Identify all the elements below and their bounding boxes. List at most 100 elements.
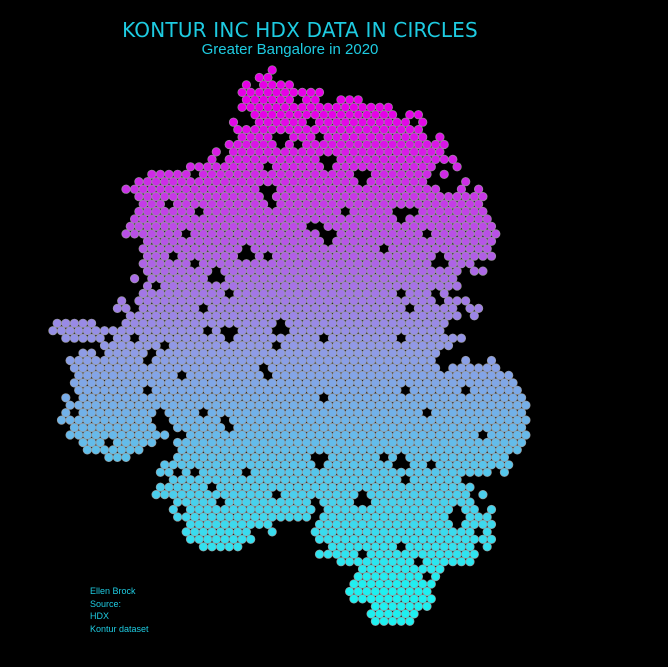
population-circle [409, 594, 419, 604]
population-circle [426, 236, 436, 246]
population-circle [469, 415, 479, 425]
population-circle [220, 311, 230, 321]
population-circle [349, 475, 359, 485]
population-circle [400, 221, 411, 231]
population-circle [95, 437, 105, 448]
population-circle [297, 430, 307, 440]
population-circle [134, 177, 144, 187]
population-circle [220, 400, 230, 410]
population-circle [332, 192, 342, 202]
population-circle [340, 475, 350, 485]
population-circle [482, 214, 492, 224]
population-circle [220, 266, 230, 276]
population-circle [117, 326, 127, 336]
population-circle [409, 460, 419, 470]
population-circle [478, 370, 488, 381]
population-circle [357, 192, 368, 202]
population-circle [211, 475, 221, 485]
population-circle [465, 497, 475, 507]
population-circle [284, 125, 295, 135]
population-circle [349, 281, 359, 291]
population-circle [375, 594, 385, 604]
population-circle [486, 221, 497, 231]
population-circle [194, 266, 204, 276]
population-circle [349, 162, 359, 172]
population-circle [211, 519, 221, 530]
population-circle [426, 475, 436, 485]
population-circle [383, 460, 393, 470]
population-circle [142, 430, 153, 440]
population-circle [168, 296, 178, 306]
population-circle [323, 341, 333, 351]
population-circle [117, 385, 127, 395]
population-circle [375, 147, 385, 157]
population-circle [521, 415, 531, 425]
population-circle [220, 534, 230, 544]
population-circle [418, 251, 428, 261]
population-circle [74, 326, 84, 336]
population-circle [203, 475, 213, 485]
population-circle [435, 192, 445, 202]
population-circle [216, 423, 226, 433]
population-circle [435, 460, 445, 470]
population-circle [375, 236, 385, 246]
population-circle [516, 408, 527, 418]
population-circle [357, 579, 368, 589]
population-circle [413, 229, 424, 239]
population-circle [125, 415, 135, 425]
population-circle [426, 564, 436, 574]
population-circle [263, 326, 273, 336]
population-circle [91, 430, 101, 440]
population-circle [461, 430, 471, 440]
population-circle [469, 504, 479, 515]
population-circle [293, 512, 303, 522]
population-circle [297, 147, 307, 157]
population-circle [134, 221, 144, 231]
population-circle [486, 430, 497, 440]
population-circle [418, 534, 428, 544]
population-circle [336, 95, 346, 105]
population-circle [147, 408, 157, 418]
population-circle [465, 467, 475, 477]
population-circle [435, 341, 445, 351]
population-circle [452, 460, 462, 470]
population-circle [237, 162, 247, 172]
population-circle [237, 400, 247, 410]
population-circle [151, 251, 161, 261]
population-circle [280, 147, 290, 157]
population-circle [362, 110, 372, 120]
population-circle [413, 408, 424, 418]
population-circle [254, 341, 264, 351]
population-circle [392, 296, 402, 306]
population-circle [237, 519, 247, 530]
population-circle [461, 549, 471, 559]
population-circle [357, 519, 368, 530]
population-circle [314, 177, 325, 187]
population-circle [392, 266, 402, 276]
population-circle [142, 400, 153, 410]
population-circle [495, 430, 505, 440]
population-circle [185, 430, 196, 440]
population-circle [177, 355, 187, 366]
population-circle [185, 221, 196, 231]
population-circle [237, 504, 247, 515]
population-circle [499, 467, 510, 477]
population-circle [435, 549, 445, 559]
population-circle [228, 504, 239, 515]
population-circle [293, 125, 303, 135]
population-circle [422, 601, 432, 612]
population-circle [185, 504, 196, 515]
population-circle [345, 497, 355, 507]
population-circle [375, 326, 385, 336]
population-circle [280, 430, 290, 440]
population-circle [357, 341, 368, 351]
population-circle [271, 445, 282, 455]
population-circle [263, 355, 273, 366]
population-circle [237, 147, 247, 157]
population-circle [99, 385, 110, 395]
population-circle [357, 504, 368, 515]
population-circle [409, 475, 419, 485]
population-circle [250, 363, 260, 373]
population-circle [340, 192, 350, 202]
population-circle [306, 475, 316, 485]
